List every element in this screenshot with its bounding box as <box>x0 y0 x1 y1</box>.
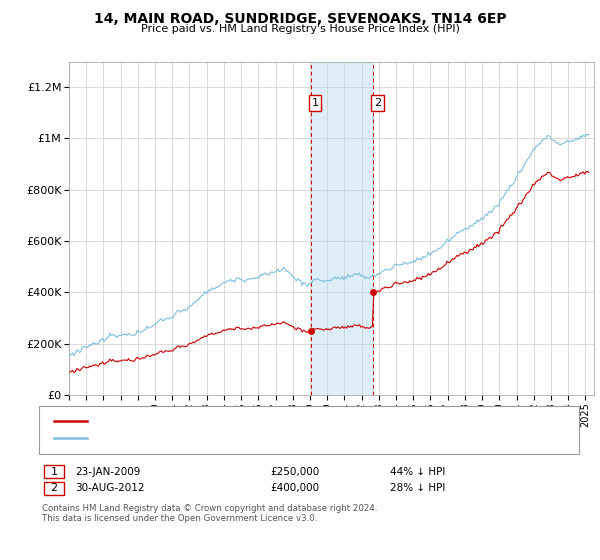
Text: Price paid vs. HM Land Registry's House Price Index (HPI): Price paid vs. HM Land Registry's House … <box>140 24 460 34</box>
Text: Contains HM Land Registry data © Crown copyright and database right 2024.
This d: Contains HM Land Registry data © Crown c… <box>42 504 377 524</box>
Text: 30-AUG-2012: 30-AUG-2012 <box>75 483 145 493</box>
Text: 14, MAIN ROAD, SUNDRIDGE, SEVENOAKS, TN14 6EP: 14, MAIN ROAD, SUNDRIDGE, SEVENOAKS, TN1… <box>94 12 506 26</box>
Text: 23-JAN-2009: 23-JAN-2009 <box>75 466 140 477</box>
Text: 1: 1 <box>311 98 319 108</box>
Text: 44% ↓ HPI: 44% ↓ HPI <box>390 466 445 477</box>
Text: HPI: Average price, detached house, Sevenoaks: HPI: Average price, detached house, Seve… <box>93 433 331 443</box>
Text: 28% ↓ HPI: 28% ↓ HPI <box>390 483 445 493</box>
Text: £400,000: £400,000 <box>270 483 319 493</box>
Text: £250,000: £250,000 <box>270 466 319 477</box>
Text: 2: 2 <box>374 98 381 108</box>
Text: 2: 2 <box>50 483 58 493</box>
Bar <box>311 62 373 395</box>
Text: 14, MAIN ROAD, SUNDRIDGE, SEVENOAKS, TN14 6EP (detached house): 14, MAIN ROAD, SUNDRIDGE, SEVENOAKS, TN1… <box>93 417 448 426</box>
Text: 1: 1 <box>50 466 58 477</box>
